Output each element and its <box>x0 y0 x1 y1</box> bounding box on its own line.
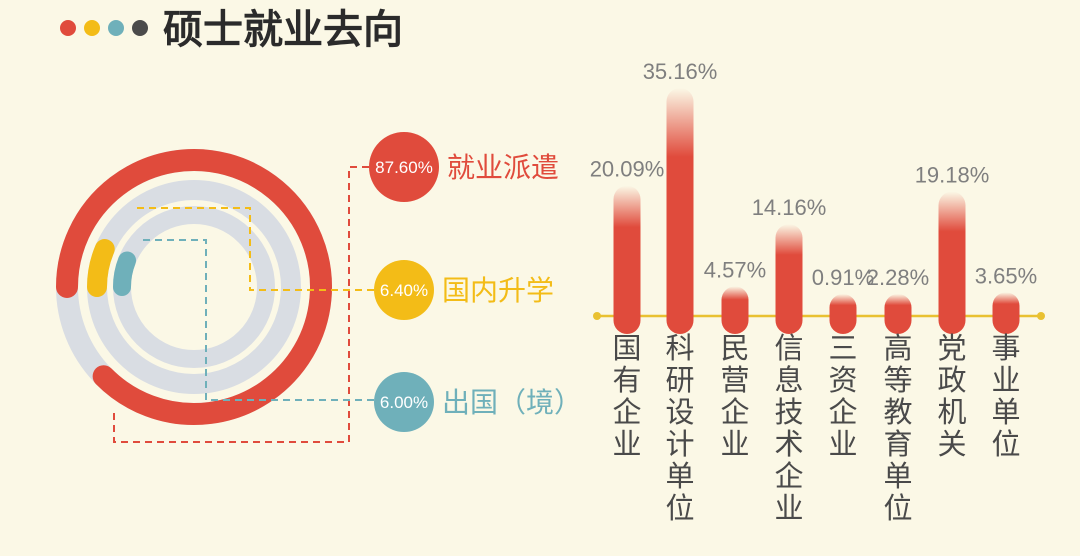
bar-4 <box>775 224 803 334</box>
legend-label-2: 国内升学 <box>442 274 554 307</box>
legend-label-3: 出国（境） <box>442 386 582 419</box>
bar-7 <box>938 191 966 334</box>
bar-chart: 20.09% 国有企业 35.16% 科研设计单位 4.57% 民营企业 14.16% 信息技… <box>590 59 1045 525</box>
chart-title: 硕士就业去向 <box>163 7 403 53</box>
leader-line-3 <box>138 239 374 401</box>
title-dot-yellow <box>84 20 100 36</box>
bar-value-label-7: 19.18% <box>915 163 990 188</box>
bar-1 <box>613 185 641 334</box>
bar-6 <box>884 294 912 334</box>
donut-arc-3 <box>113 251 137 296</box>
category-label-3: 民营企业 <box>720 331 749 461</box>
bar-8 <box>992 292 1020 334</box>
legend-bubble-2 <box>374 260 434 320</box>
bar-value-label-3: 4.57% <box>704 257 766 282</box>
legend-bubble-1 <box>369 132 439 202</box>
legend-percent-3: 6.00% <box>380 393 428 412</box>
legend-percent-2: 6.40% <box>380 281 428 300</box>
bar-value-label-2: 35.16% <box>643 59 718 84</box>
donut-arc-1 <box>56 149 332 425</box>
title-dot-dark <box>132 20 148 36</box>
x-axis-end-left <box>593 312 601 320</box>
bar-value-label-8: 3.65% <box>975 263 1037 288</box>
donut-chart <box>56 149 332 425</box>
bar-value-label-6: 2.28% <box>867 265 929 290</box>
bar-value-label-5: 0.91% <box>812 265 874 290</box>
leader-line-1 <box>113 166 369 443</box>
category-label-2: 科研设计单位 <box>665 331 694 525</box>
bar-value-label-1: 20.09% <box>590 157 665 182</box>
category-label-1: 国有企业 <box>612 331 641 461</box>
donut-arc-2 <box>87 239 115 297</box>
title-dot-teal <box>108 20 124 36</box>
legend-bubble-3 <box>374 372 434 432</box>
donut-track-3 <box>113 206 275 368</box>
category-label-4: 信息技术企业 <box>774 331 803 525</box>
category-label-8: 事业单位 <box>991 331 1020 461</box>
title-dots <box>60 20 148 36</box>
bar-3 <box>721 286 749 334</box>
bar-2 <box>666 88 694 334</box>
x-axis-end-right <box>1037 312 1045 320</box>
legend-label-1: 就业派遣 <box>447 151 559 184</box>
category-label-6: 高等教育单位 <box>883 331 912 525</box>
bar-5 <box>829 294 857 334</box>
legend-leader-lines <box>113 166 374 443</box>
title-dot-red <box>60 20 76 36</box>
bar-value-label-4: 14.16% <box>752 195 827 220</box>
donut-legend: 87.60% 就业派遣 6.40% 国内升学 6.00% 出国（境） <box>369 132 582 432</box>
category-label-7: 党政机关 <box>937 331 966 461</box>
legend-percent-1: 87.60% <box>375 158 433 177</box>
leader-line-2 <box>133 207 374 291</box>
category-label-5: 三资企业 <box>828 331 857 461</box>
